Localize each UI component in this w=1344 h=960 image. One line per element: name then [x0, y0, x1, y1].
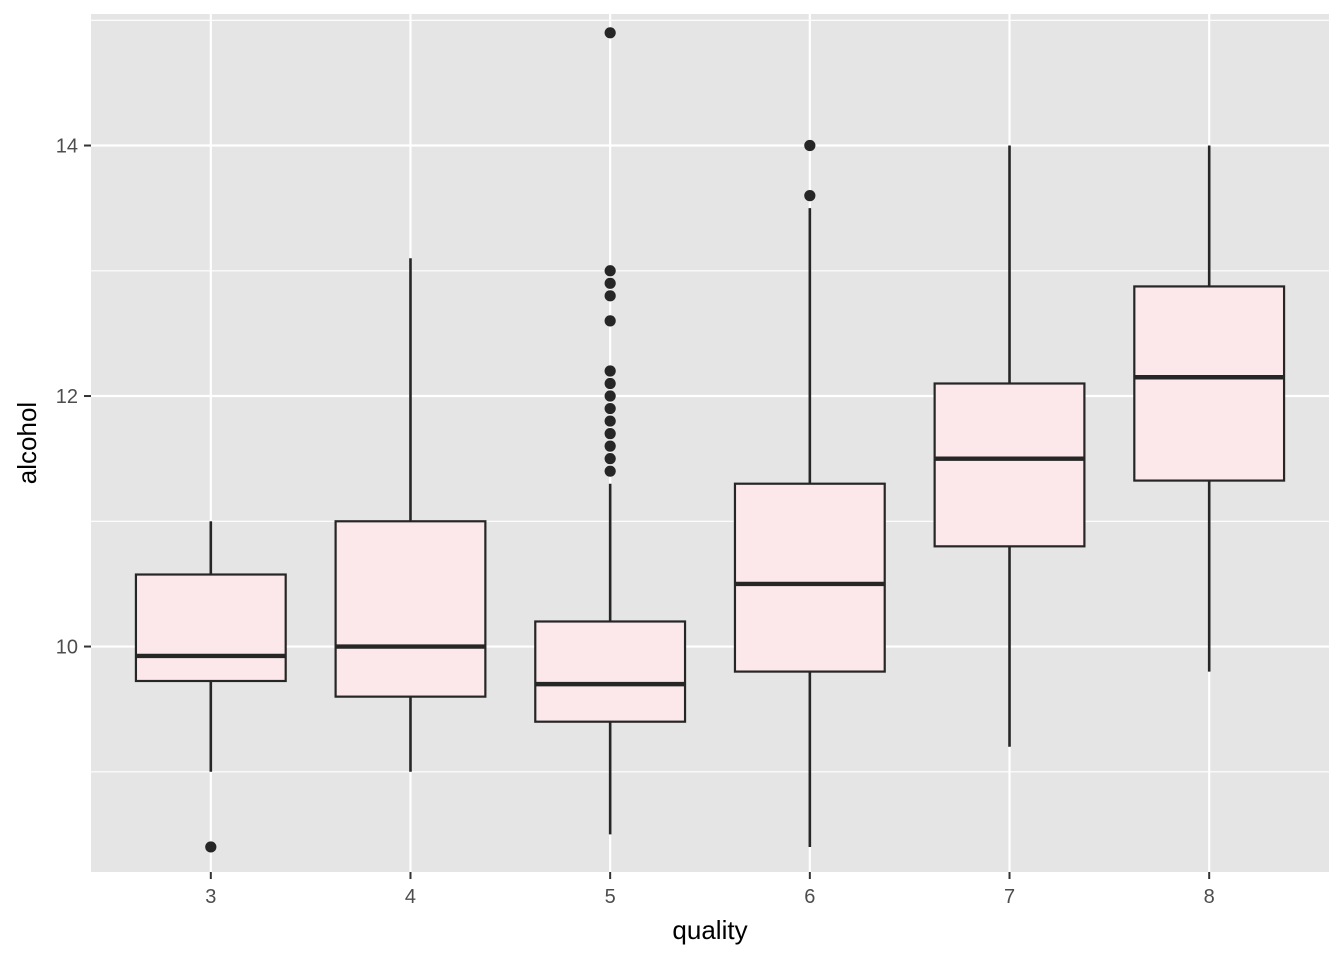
outlier-point — [604, 277, 616, 289]
outlier-point — [604, 265, 616, 277]
y-tick-label: 12 — [56, 386, 78, 408]
box-iqr — [733, 482, 886, 673]
box-group-6 — [733, 139, 886, 847]
outlier-point — [804, 190, 816, 202]
outlier-point — [604, 27, 616, 39]
outlier-point — [604, 453, 616, 465]
y-axis-title: alcohol — [12, 402, 42, 484]
plot-panel — [91, 14, 1329, 872]
x-tick-label: 5 — [605, 886, 616, 908]
boxes — [134, 27, 1286, 853]
outlier-point — [604, 465, 616, 477]
box-iqr — [933, 382, 1086, 548]
axes: 3 4 5 6 7 8 10 12 14 — [56, 136, 1215, 908]
outlier-point — [604, 290, 616, 302]
outlier-point — [604, 440, 616, 452]
x-tick-label: 7 — [1004, 886, 1015, 908]
outlier-point — [604, 390, 616, 402]
outlier-point — [604, 415, 616, 427]
box-iqr — [334, 520, 487, 698]
box-iqr — [534, 620, 687, 723]
x-tick-label: 8 — [1204, 886, 1215, 908]
x-axis-title: quality — [672, 915, 747, 945]
y-tick-label: 10 — [56, 637, 78, 659]
outlier-point — [604, 377, 616, 390]
y-tick-label: 14 — [56, 136, 78, 158]
outlier-point — [604, 428, 616, 440]
x-tick-label: 3 — [205, 886, 216, 908]
box-group-3 — [134, 521, 287, 853]
x-tick-label: 4 — [405, 886, 416, 908]
outlier-point — [604, 315, 616, 327]
x-tick-label: 6 — [804, 886, 815, 908]
outlier-point — [604, 365, 616, 377]
outlier-point — [205, 841, 217, 853]
box-group-4 — [334, 258, 487, 772]
box-group-8 — [1133, 145, 1286, 672]
box-group-5 — [534, 27, 687, 835]
outlier-point — [804, 139, 816, 152]
box-iqr — [134, 573, 287, 683]
box-group-7 — [933, 145, 1086, 747]
box-iqr — [1133, 285, 1286, 482]
outlier-point — [604, 402, 616, 415]
